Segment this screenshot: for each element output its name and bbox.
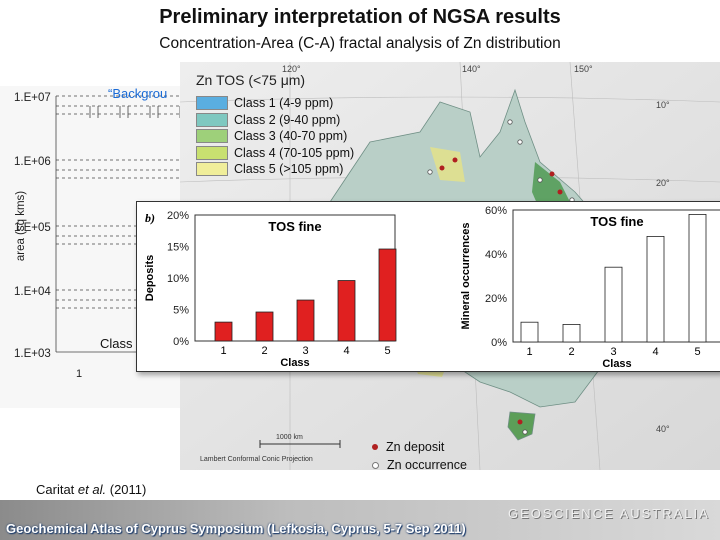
footer-text: Geochemical Atlas of Cyprus Symposium (L…	[6, 521, 466, 536]
chart-bar	[296, 299, 315, 342]
background-label: “Backgrou	[108, 86, 168, 101]
legend-label: Class 1 (4-9 ppm)	[234, 96, 334, 111]
lon-tick: 120°	[282, 64, 301, 74]
citation: Caritat et al. (2011)	[36, 482, 146, 497]
deposit-dot-icon	[372, 444, 378, 450]
chart-x-tick: 4	[652, 346, 658, 358]
legend-swatch	[196, 129, 228, 144]
chart-bar	[214, 321, 233, 342]
chart-bar	[337, 280, 356, 342]
chart-bar	[688, 213, 707, 343]
chart-x-axis-label: Class	[602, 358, 631, 370]
legend-label: Class 3 (40-70 ppm)	[234, 129, 348, 144]
deposit-legend-item: Zn occurrence	[372, 456, 467, 474]
lat-tick: 20°	[656, 178, 670, 188]
projection-label: Lambert Conformal Conic Projection	[200, 456, 313, 463]
scale-label: 1000 km	[276, 434, 303, 441]
map-legend-title: Zn TOS (<75 μm)	[196, 72, 306, 88]
legend-label: Class 4 (70-105 ppm)	[234, 145, 355, 160]
chart-bar	[255, 311, 274, 342]
chart-x-tick: 5	[384, 345, 390, 357]
chart-y-tick: 15%	[167, 242, 189, 254]
chart-y-tick: 5%	[173, 305, 189, 317]
chart-y-tick: 40%	[485, 249, 507, 261]
ca-y-tick: 1.E+03	[14, 348, 51, 360]
citation-year: (2011)	[109, 482, 147, 497]
chart-x-tick: 2	[261, 345, 267, 357]
legend-item: Class 1 (4-9 ppm)	[196, 95, 354, 112]
chart-y-tick: 0%	[491, 337, 507, 349]
tasmania	[507, 411, 536, 441]
citation-author: Caritat	[36, 482, 75, 497]
ca-y-tick: 1.E+06	[14, 156, 51, 168]
lat-tick: 40°	[656, 424, 670, 434]
legend-swatch	[196, 96, 228, 111]
chart-y-tick: 60%	[485, 205, 507, 217]
chart-x-tick: 3	[610, 346, 616, 358]
legend-item: Class 5 (>105 ppm)	[196, 161, 354, 178]
chart-x-tick: 2	[568, 346, 574, 358]
legend-swatch	[196, 145, 228, 160]
deposit-legend-label: Zn deposit	[386, 440, 445, 454]
chart-plot-area	[194, 214, 396, 342]
deposit-legend: Zn deposit Zn occurrence	[372, 438, 467, 474]
legend-item: Class 3 (40-70 ppm)	[196, 128, 354, 145]
chart-bar	[378, 248, 397, 342]
bar-charts-panel: b) TOS fine 20% 15% 10% 5% 0% Deposits 1 2 3 4 5 Clas…	[136, 201, 720, 372]
legend-label: Class 2 (9-40 ppm)	[234, 112, 341, 127]
chart-y-tick: 20%	[485, 293, 507, 305]
legend-swatch	[196, 112, 228, 127]
chart-x-tick: 5	[694, 346, 700, 358]
chart-x-axis-label: Class	[280, 357, 309, 369]
lon-tick: 140°	[462, 64, 481, 74]
legend-item: Class 2 (9-40 ppm)	[196, 112, 354, 129]
slide-title: Preliminary interpretation of NGSA resul…	[159, 6, 561, 28]
legend-item: Class 4 (70-105 ppm)	[196, 145, 354, 162]
chart-bar	[646, 236, 665, 343]
chart-bar	[520, 321, 539, 343]
citation-etal: et al.	[77, 482, 107, 497]
chart-bar	[562, 324, 581, 343]
chart-x-tick: 3	[302, 345, 308, 357]
ca-y-axis-label: area (sq kms)	[15, 190, 27, 262]
deposit-legend-label: Zn occurrence	[387, 458, 467, 472]
geoscience-australia-logo: GEOSCIENCE AUSTRALIA	[508, 506, 710, 521]
chart-y-tick: 20%	[167, 210, 189, 222]
map-legend: Class 1 (4-9 ppm) Class 2 (9-40 ppm) Cla…	[196, 95, 354, 178]
lat-tick: 10°	[656, 100, 670, 110]
chart-x-tick: 1	[526, 346, 532, 358]
legend-swatch	[196, 162, 228, 177]
chart-y-tick: 10%	[167, 273, 189, 285]
chart-y-axis-label: Mineral occurrences	[460, 223, 472, 330]
scale-bar	[259, 440, 341, 448]
chart-x-tick: 1	[220, 345, 226, 357]
lon-tick: 150°	[574, 64, 593, 74]
ca-class-label: Class	[100, 336, 133, 351]
chart-y-tick: 0%	[173, 336, 189, 348]
occurrence-dot-icon	[372, 461, 379, 469]
chart-title: TOS fine	[268, 219, 321, 234]
ca-y-tick: 1.E+04	[14, 286, 51, 298]
ca-y-tick: 1.E+07	[14, 92, 51, 104]
footer-bar	[0, 500, 720, 540]
legend-label: Class 5 (>105 ppm)	[234, 162, 344, 177]
slide-subtitle: Concentration-Area (C-A) fractal analysi…	[159, 35, 561, 52]
chart-title: TOS fine	[590, 214, 643, 229]
chart-x-tick: 4	[343, 345, 349, 357]
chart-bar	[604, 266, 623, 343]
ca-y-tick: 1.E+05	[14, 222, 51, 234]
deposit-legend-item: Zn deposit	[372, 438, 467, 456]
ca-x-tick: 1	[76, 368, 83, 380]
chart-y-axis-label: Deposits	[144, 255, 156, 301]
chart-panel-label: b)	[145, 211, 155, 225]
